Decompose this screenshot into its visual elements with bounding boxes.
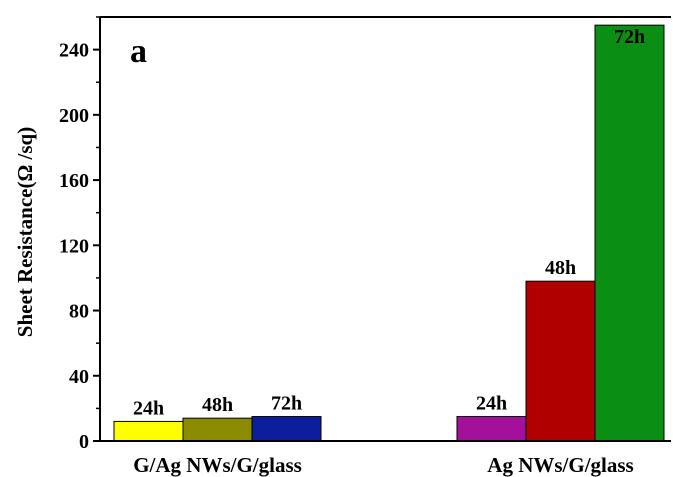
y-tick-label: 240 — [59, 40, 89, 62]
bar-label: 24h — [476, 393, 507, 415]
y-tick-label: 160 — [59, 170, 89, 192]
y-tick-label: 80 — [69, 301, 89, 323]
y-tick-label: 120 — [59, 235, 89, 257]
bars-layer — [113, 24, 665, 442]
axes-layer — [99, 16, 671, 442]
bar-label: 72h — [614, 26, 645, 48]
bar — [113, 420, 184, 442]
bar — [182, 417, 253, 442]
y-tick-label: 0 — [79, 431, 89, 453]
bar-labels-layer: 24h 48h 72h 24h 48h 72h — [133, 26, 645, 419]
bar — [456, 416, 527, 442]
bar-label: 48h — [545, 257, 576, 279]
bar-label: 72h — [271, 393, 302, 415]
category-label: Ag NWs/G/glass — [487, 453, 633, 477]
bar — [525, 280, 596, 442]
bar — [594, 24, 665, 442]
y-axis-title: Sheet Resistance(Ω /sq) — [13, 127, 37, 337]
category-labels-layer: G/Ag NWs/G/glass Ag NWs/G/glass — [133, 453, 634, 477]
y-tick-label: 40 — [69, 366, 89, 388]
bar-label: 24h — [133, 397, 164, 419]
panel-label: a — [130, 33, 147, 70]
bar — [251, 416, 322, 442]
y-ticks-layer: 0 40 80 120 160 200 240 — [59, 16, 100, 453]
category-label: G/Ag NWs/G/glass — [133, 453, 302, 477]
y-tick-label: 200 — [59, 105, 89, 127]
bar-label: 48h — [202, 394, 233, 416]
